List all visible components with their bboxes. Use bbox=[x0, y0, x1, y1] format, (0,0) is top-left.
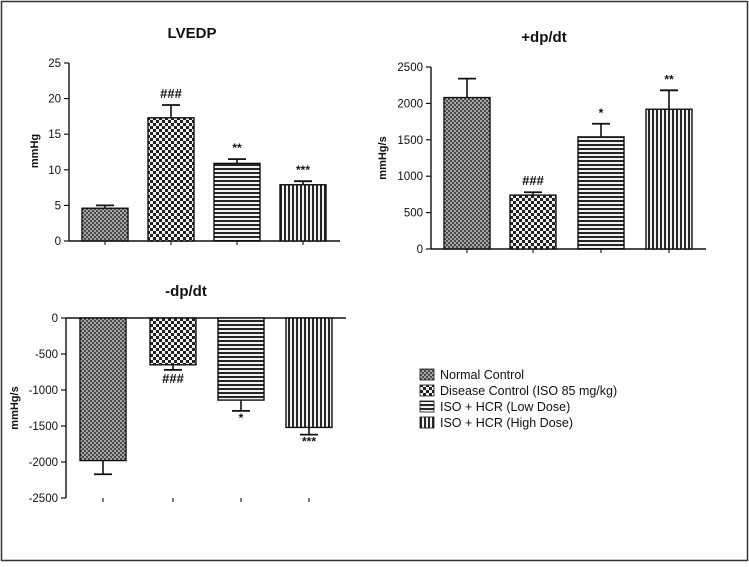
y-tick-label: -2000 bbox=[29, 457, 58, 469]
legend-label-low-dose: ISO + HCR (Low Dose) bbox=[440, 400, 570, 414]
bar-disease-control bbox=[509, 194, 557, 250]
chart-title: LVEDP bbox=[168, 25, 217, 42]
legend-swatch-high-dose bbox=[419, 416, 435, 429]
chart-panel-minus-dpdt: -dp/dt mmHg/s -2500 -2000 -1500 -1000 -500 0 #… bbox=[9, 283, 346, 505]
legend-swatch-normal-control bbox=[419, 368, 435, 381]
y-tick-label: -1000 bbox=[29, 385, 58, 397]
bar-high-dose bbox=[645, 108, 693, 250]
significance-label: * bbox=[599, 106, 604, 120]
bar-disease-control bbox=[147, 117, 195, 242]
y-tick-label: 1000 bbox=[397, 171, 423, 183]
y-axis-label: mmHg/s bbox=[377, 136, 389, 179]
significance-label: ### bbox=[162, 371, 184, 386]
bar-disease-control bbox=[149, 317, 197, 366]
legend-label-disease-control: Disease Control (ISO 85 mg/kg) bbox=[440, 384, 617, 398]
y-tick-label: 1500 bbox=[397, 135, 423, 147]
y-tick-label: 2500 bbox=[397, 62, 423, 74]
bar-low-dose bbox=[577, 136, 625, 250]
y-tick-label: -500 bbox=[35, 349, 58, 361]
bar-high-dose bbox=[279, 184, 327, 242]
legend-swatch-low-dose bbox=[419, 400, 435, 413]
y-tick-label: 2000 bbox=[397, 98, 423, 110]
y-tick-label: 500 bbox=[404, 208, 423, 220]
significance-label: *** bbox=[302, 435, 316, 449]
y-tick-label: -1500 bbox=[29, 421, 58, 433]
y-tick-label: 20 bbox=[48, 94, 61, 106]
y-tick-label: -2500 bbox=[29, 493, 58, 505]
y-tick-label: 0 bbox=[55, 236, 61, 248]
y-tick-label: 0 bbox=[417, 244, 423, 256]
legend-swatch-disease-control bbox=[419, 384, 435, 397]
legend-label-normal-control: Normal Control bbox=[440, 368, 524, 382]
y-tick-label: 15 bbox=[48, 129, 61, 141]
bar-low-dose bbox=[213, 162, 261, 242]
bar-high-dose bbox=[285, 317, 333, 429]
chart-title: +dp/dt bbox=[521, 29, 566, 46]
y-axis-label: mmHg/s bbox=[9, 386, 21, 429]
legend: Normal Control Disease Control (ISO 85 m… bbox=[419, 368, 617, 430]
y-tick-label: 25 bbox=[48, 58, 61, 70]
significance-label: ** bbox=[232, 141, 242, 155]
chart-title: -dp/dt bbox=[165, 283, 207, 300]
significance-label: *** bbox=[296, 163, 310, 177]
y-tick-label: 10 bbox=[48, 165, 61, 177]
significance-label: ### bbox=[522, 173, 544, 188]
y-axis-label: mmHg bbox=[29, 134, 41, 168]
bar-normal-control bbox=[443, 96, 491, 250]
y-tick-label: 0 bbox=[52, 313, 58, 325]
significance-label: * bbox=[239, 411, 244, 425]
bar-low-dose bbox=[217, 317, 265, 401]
significance-label: ### bbox=[160, 86, 182, 101]
bar-normal-control bbox=[79, 317, 127, 462]
bar-normal-control bbox=[81, 207, 129, 242]
significance-label: ** bbox=[664, 72, 674, 86]
y-tick-label: 5 bbox=[55, 200, 61, 212]
legend-label-high-dose: ISO + HCR (High Dose) bbox=[440, 416, 573, 430]
